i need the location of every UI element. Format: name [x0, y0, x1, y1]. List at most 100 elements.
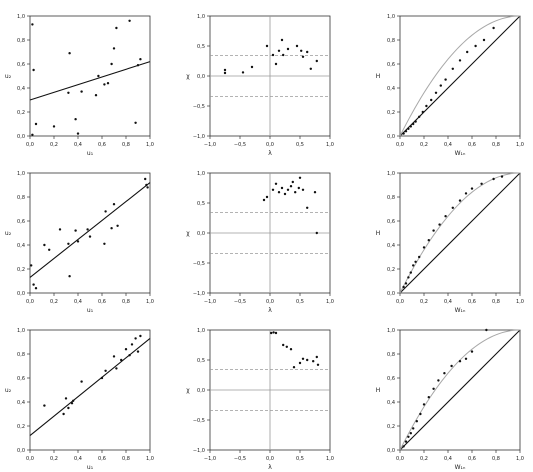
data-point: [316, 363, 320, 366]
regression-line: [29, 182, 151, 278]
data-point: [298, 361, 302, 365]
y-tick-label: 0,0: [197, 388, 205, 394]
data-point: [62, 412, 65, 416]
data-point: [282, 53, 285, 57]
data-point: [466, 50, 469, 54]
x-tick-label: 0,4: [444, 456, 452, 462]
y-axis-label: χ: [186, 73, 190, 80]
data-point: [270, 331, 273, 335]
data-point: [432, 387, 435, 390]
data-point: [262, 198, 266, 202]
x-tick-label: 0,6: [468, 456, 476, 462]
data-point: [407, 276, 410, 279]
data-point: [97, 74, 100, 78]
data-point: [425, 104, 428, 108]
y-tick-label: 0,0: [197, 74, 205, 80]
y-axis-label: H: [376, 230, 381, 237]
data-point: [409, 125, 412, 128]
data-point: [274, 62, 278, 66]
data-point: [500, 175, 504, 178]
data-point: [64, 397, 68, 400]
y-axis-label: H: [376, 73, 381, 80]
data-point: [439, 84, 442, 87]
y-tick-label: 1,0: [197, 328, 205, 334]
data-point: [112, 355, 116, 358]
data-point: [422, 403, 426, 406]
data-point: [76, 240, 80, 243]
plot-frame: [399, 172, 521, 294]
data-point: [458, 59, 462, 62]
panel-chi_plot: −1,0 −0,5 0,0 0,5 1,0 −1,0 −0,5 0,0 0,5 1,0 λ χ: [186, 171, 334, 314]
data-point: [120, 358, 123, 362]
y-tick-label: 1,0: [387, 14, 395, 20]
x-tick-label: −1,0: [204, 456, 216, 462]
data-point: [419, 412, 422, 416]
data-point: [130, 343, 134, 346]
y-tick-label: 1,0: [17, 171, 25, 177]
data-point: [464, 357, 468, 360]
panel-k_plot: 0,0 0,2 0,4 0,6 0,8 1,0 0,0 0,2 0,4 0,6 0,8 1,0 W₁ₙ H: [376, 171, 524, 314]
data-point: [280, 38, 284, 42]
x-tick-label: 0,8: [492, 142, 500, 148]
data-point: [265, 195, 269, 199]
upper-bound-curve: [399, 15, 521, 137]
data-point: [409, 432, 412, 435]
regression-line: [29, 337, 151, 437]
x-tick-label: 1,0: [326, 456, 334, 462]
data-point: [104, 369, 107, 372]
data-point: [272, 331, 275, 334]
data-point: [418, 115, 421, 119]
x-tick-label: 0,8: [122, 299, 130, 305]
data-point: [72, 399, 75, 402]
data-point: [289, 185, 293, 188]
y-axis-label: u₂: [5, 230, 12, 237]
y-tick-label: 0,4: [17, 400, 25, 406]
x-tick-label: 0,6: [98, 299, 106, 305]
data-point: [412, 122, 415, 126]
y-tick-label: 1,0: [387, 328, 395, 334]
data-point: [492, 26, 495, 30]
data-point: [223, 68, 227, 72]
data-point: [286, 188, 290, 191]
plot-frame: [29, 329, 151, 451]
x-axis-label: W₁ₙ: [455, 464, 466, 471]
data-point: [34, 122, 38, 126]
y-tick-label: 1,0: [17, 14, 25, 20]
data-point: [52, 125, 56, 128]
data-point: [271, 53, 275, 57]
data-point: [407, 435, 410, 438]
data-point: [480, 182, 483, 185]
y-tick-label: 0,0: [17, 134, 25, 140]
x-tick-label: 0,8: [122, 142, 130, 148]
data-point: [100, 376, 104, 380]
x-tick-label: 0,0: [266, 456, 274, 462]
x-tick-label: 0,8: [492, 299, 500, 305]
data-point: [306, 50, 309, 54]
data-point: [134, 121, 137, 125]
data-point: [309, 67, 312, 71]
x-tick-label: −0,5: [234, 456, 246, 462]
data-point: [285, 345, 288, 348]
data-point: [444, 78, 447, 81]
x-axis-label: u₁: [87, 150, 94, 157]
y-axis-label: χ: [186, 387, 190, 394]
data-point: [103, 83, 106, 86]
data-point: [277, 191, 281, 194]
data-point: [482, 38, 486, 42]
data-point: [289, 348, 293, 351]
y-tick-label: 0,4: [17, 86, 25, 92]
data-point: [86, 228, 89, 231]
data-point: [292, 366, 296, 369]
data-point: [112, 203, 116, 206]
data-point: [295, 44, 299, 48]
data-point: [443, 372, 446, 375]
data-point: [110, 227, 113, 230]
y-tick-label: 0,8: [17, 352, 25, 358]
y-tick-label: 0,2: [17, 110, 25, 116]
x-axis-label: u₁: [87, 464, 94, 471]
x-tick-label: 1,0: [326, 299, 334, 305]
y-tick-label: 0,2: [17, 424, 25, 430]
x-tick-label: 0,0: [396, 456, 404, 462]
data-point: [134, 337, 137, 340]
data-point: [31, 23, 34, 26]
